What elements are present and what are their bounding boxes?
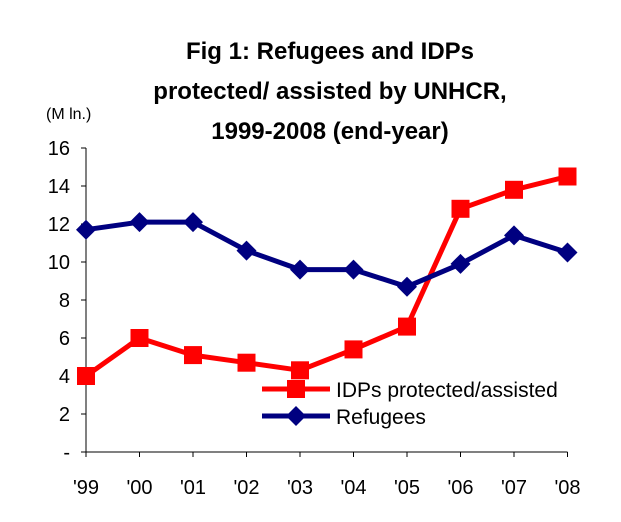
y-tick-label: 8 [59,290,70,312]
data-point-idps [291,361,309,380]
y-tick-label: 12 [48,214,70,236]
y-tick-label: 2 [59,404,70,426]
data-point-idps [344,340,363,359]
y-tick-label: 6 [59,328,70,350]
legend-label: IDPs protected/assisted [336,379,558,402]
y-tick-label: 14 [48,176,70,198]
data-point-refugees [557,242,578,263]
x-tick-label: '06 [447,477,473,499]
data-point-refugees [397,276,417,297]
data-point-idps [130,329,149,347]
data-point-refugees [236,240,257,261]
chart-title: Fig 1: Refugees and IDPs protected/ assi… [40,32,620,152]
data-point-idps [558,167,577,186]
x-tick-label: '05 [394,477,420,499]
y-axis-unit-label: (M ln.) [46,106,92,123]
data-point-refugees [504,225,524,246]
legend-marker [286,406,306,426]
data-point-refugees [290,259,310,280]
x-tick-label: '02 [233,477,259,499]
x-tick-label: '01 [180,477,206,499]
y-tick-label: 16 [48,138,70,160]
x-tick-label: '04 [340,477,366,499]
legend-label: Refugees [336,406,426,429]
chart-title-line-2: protected/ assisted by UNHCR, [153,78,507,105]
data-point-refugees [76,219,96,240]
data-point-refugees [129,212,150,233]
x-tick-label: '00 [126,477,152,499]
data-point-idps [451,199,470,218]
legend-marker [287,380,305,398]
y-tick-label: 4 [59,366,70,388]
data-point-idps [237,353,256,372]
y-tick-label: - [63,442,70,464]
data-point-idps [77,367,95,385]
data-point-idps [398,317,416,336]
data-point-idps [184,346,202,365]
series-line-idps [84,174,569,379]
y-tick-label: 10 [48,252,70,274]
x-tick-label: '08 [554,477,580,499]
chart-title-line-1: Fig 1: Refugees and IDPs [185,38,475,65]
chart-title-line-3: 1999-2008 (end-year) [211,118,449,145]
data-point-refugees [343,259,364,280]
x-tick-label: '07 [501,477,527,499]
data-point-refugees [183,212,203,233]
series-line-refugees [85,219,569,290]
data-point-idps [505,180,523,199]
x-tick-label: '99 [73,477,99,499]
data-point-refugees [450,253,471,274]
x-tick-label: '03 [287,477,313,499]
